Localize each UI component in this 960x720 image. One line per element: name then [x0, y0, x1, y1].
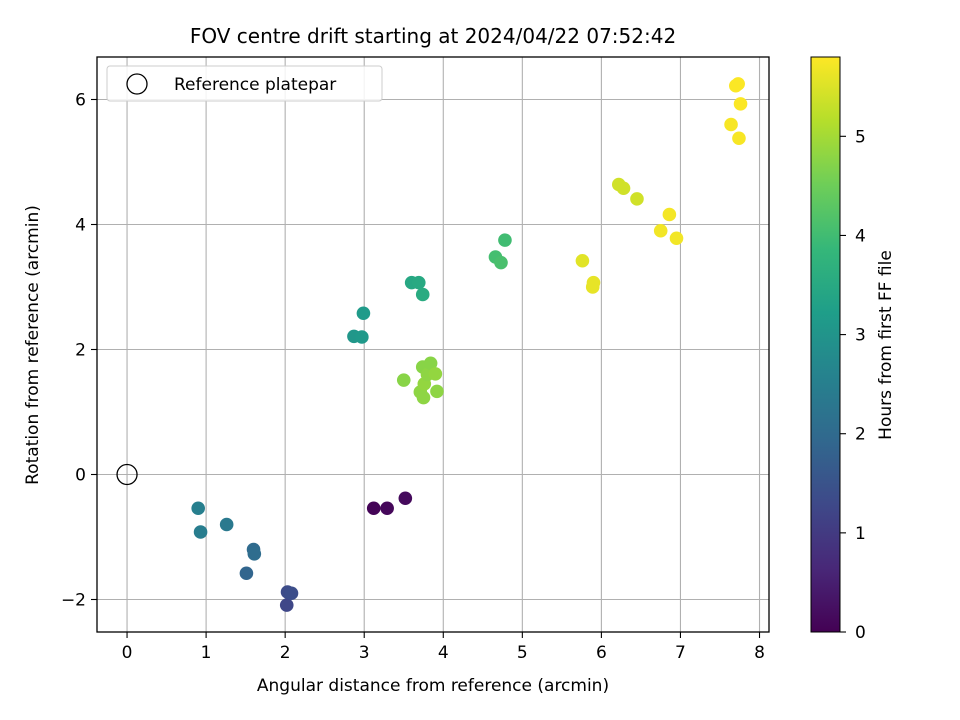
data-point — [415, 287, 430, 302]
data-point — [380, 501, 394, 516]
data-point — [669, 231, 684, 246]
data-point — [191, 501, 205, 516]
y-tick-label: 2 — [75, 341, 86, 361]
colorbar-tick-label: 1 — [855, 524, 866, 544]
x-tick-label: 1 — [201, 643, 212, 663]
chart-title: FOV centre drift starting at 2024/04/22 … — [190, 24, 676, 48]
colorbar: 0 1 2 3 4 5 Hours from first FF file — [810, 56, 896, 643]
data-point — [724, 117, 738, 132]
data-point — [219, 517, 234, 532]
y-axis-label: Rotation from reference (arcmin) — [23, 205, 43, 485]
x-tick-label: 6 — [596, 643, 607, 663]
y-axis-ticks: −2 0 2 4 6 — [61, 91, 97, 611]
data-point — [731, 77, 745, 91]
data-point — [284, 586, 299, 601]
x-tick-label: 5 — [517, 643, 528, 663]
colorbar-tick-label: 4 — [855, 226, 866, 246]
y-tick-label: −2 — [61, 591, 86, 611]
y-tick-label: 6 — [75, 91, 86, 111]
legend-marker-open-circle — [126, 73, 148, 95]
x-axis-label: Angular distance from reference (arcmin) — [257, 676, 609, 696]
data-point — [498, 233, 512, 247]
colorbar-gradient — [811, 57, 840, 632]
colorbar-label: Hours from first FF file — [876, 250, 896, 440]
x-tick-label: 2 — [280, 643, 291, 663]
colorbar-tick-label: 5 — [855, 127, 866, 147]
x-tick-label: 7 — [675, 643, 686, 663]
data-point — [630, 192, 644, 206]
colorbar-tick-label: 2 — [855, 425, 866, 445]
data-point — [398, 491, 413, 506]
data-point — [575, 253, 590, 268]
x-tick-label: 0 — [122, 643, 133, 663]
data-point — [423, 356, 438, 371]
data-point — [355, 330, 369, 344]
data-point — [428, 367, 443, 381]
colorbar-tick-label: 0 — [855, 623, 866, 643]
data-point — [247, 547, 262, 561]
data-points — [191, 77, 748, 612]
data-point — [616, 181, 631, 196]
data-point — [411, 275, 426, 290]
data-point — [653, 223, 668, 238]
data-point — [366, 501, 381, 516]
data-point — [494, 255, 508, 270]
data-point — [239, 566, 254, 581]
x-axis-ticks: 0 1 2 3 4 5 6 7 8 — [122, 632, 765, 663]
data-point — [396, 373, 411, 387]
reference-platepar-marker — [116, 463, 138, 486]
x-tick-label: 3 — [359, 643, 370, 663]
legend-box — [106, 65, 383, 102]
legend: Reference platepar — [106, 65, 383, 102]
reference-marker-layer — [116, 463, 138, 486]
data-point — [430, 384, 444, 399]
y-tick-label: 0 — [75, 466, 86, 486]
data-point — [356, 306, 371, 321]
colorbar-tick-label: 3 — [855, 326, 866, 346]
data-point — [193, 525, 208, 539]
data-point — [732, 131, 746, 146]
plot-area-frame — [96, 56, 770, 633]
grid-lines — [97, 57, 769, 632]
x-tick-label: 8 — [754, 643, 765, 663]
y-tick-label: 4 — [75, 216, 86, 236]
data-point — [662, 207, 677, 222]
data-point — [416, 390, 431, 405]
data-point — [586, 275, 601, 290]
legend-entry-reference-platepar: Reference platepar — [174, 75, 336, 95]
x-tick-label: 4 — [438, 643, 449, 663]
colorbar-frame — [810, 56, 841, 633]
data-point — [279, 598, 294, 612]
colorbar-ticks: 0 1 2 3 4 5 — [840, 127, 866, 643]
data-point — [733, 97, 748, 111]
